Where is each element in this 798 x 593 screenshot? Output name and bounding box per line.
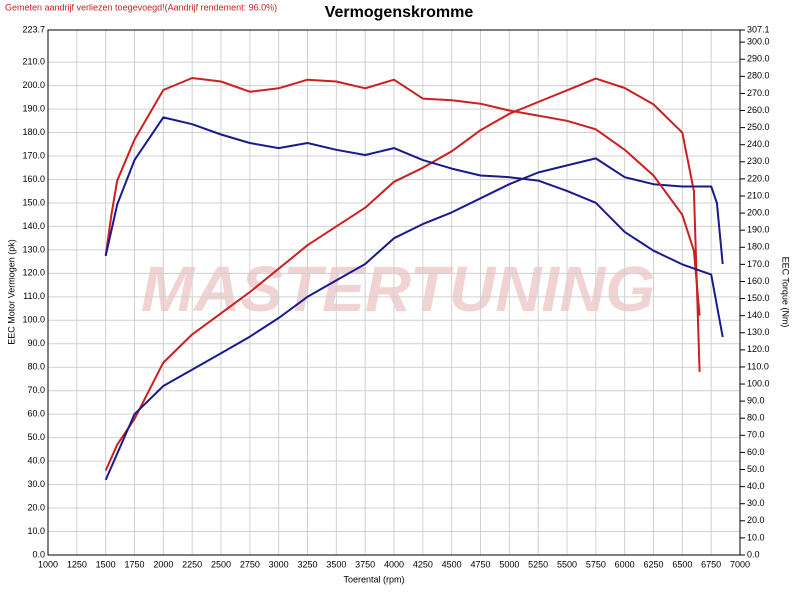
- chart-title: Vermogenskromme: [325, 4, 474, 21]
- x-tick-label: 5250: [528, 559, 548, 569]
- y-tick-label: 210.0: [22, 57, 45, 67]
- y-tick-label: 10.0: [27, 526, 45, 536]
- x-tick-label: 7000: [730, 559, 750, 569]
- x-tick-label: 5500: [557, 559, 577, 569]
- y2-tick-label: 210.0: [747, 190, 770, 200]
- data-line: [104, 77, 701, 316]
- y2-tick-label: 120.0: [747, 344, 770, 354]
- x-tick-label: 5750: [586, 559, 606, 569]
- x-tick-label: 6000: [615, 559, 635, 569]
- y2-tick-label: 170.0: [747, 259, 770, 269]
- y2-tick-label: 100.0: [747, 378, 770, 388]
- y-tick-label: 80.0: [27, 362, 45, 372]
- y2-tick-label: 110.0: [747, 361, 769, 371]
- x-tick-label: 3750: [355, 559, 375, 569]
- y-tick-label: 0.0: [32, 549, 45, 559]
- y2-tick-label: 190.0: [747, 225, 770, 235]
- y2-tick-label: 60.0: [747, 447, 765, 457]
- y-tick-label: 160.0: [22, 174, 45, 184]
- y2-tick-label: 240.0: [747, 139, 770, 149]
- data-line: [104, 116, 724, 338]
- x-tick-label: 3000: [269, 559, 289, 569]
- y-tick-label: 70.0: [27, 385, 45, 395]
- y2-tick-label: 300.0: [747, 37, 770, 47]
- y-tick-label: 100.0: [22, 315, 45, 325]
- x-tick-label: 4250: [413, 559, 433, 569]
- y2-tick-label: 40.0: [747, 481, 765, 491]
- y-tick-label: 180.0: [22, 127, 45, 137]
- y-tick-label: 200.0: [22, 80, 45, 90]
- y2-tick-label: 140.0: [747, 310, 770, 320]
- x-tick-label: 6250: [643, 559, 663, 569]
- y2-tick-label: 70.0: [747, 430, 765, 440]
- x-tick-label: 1250: [67, 559, 87, 569]
- y2-tick-label: 90.0: [747, 396, 765, 406]
- y2-axis-label: EEC Torque (Nm): [781, 257, 791, 328]
- y-tick-label: 50.0: [27, 432, 45, 442]
- y2-tick-label: 50.0: [747, 464, 765, 474]
- y-tick-label: 30.0: [27, 479, 45, 489]
- note: Gemeten aandrijf verliezen toegevoegd!(A…: [5, 2, 277, 12]
- y-tick-label: 90.0: [27, 338, 45, 348]
- y-tick-label: 110.0: [23, 291, 45, 301]
- x-tick-label: 4500: [442, 559, 462, 569]
- y2-tick-label: 150.0: [747, 293, 770, 303]
- y-tick-label: 40.0: [27, 455, 45, 465]
- watermark: MASTERTUNING: [141, 253, 655, 325]
- y-tick-label: 60.0: [27, 409, 45, 419]
- y-tick-label: 120.0: [22, 268, 45, 278]
- y-tick-label: 223.7: [22, 24, 45, 34]
- x-tick-label: 2750: [240, 559, 260, 569]
- x-tick-label: 6500: [672, 559, 692, 569]
- y-tick-label: 130.0: [22, 244, 45, 254]
- x-tick-label: 1750: [124, 559, 144, 569]
- y-tick-label: 190.0: [22, 103, 45, 113]
- x-tick-label: 1500: [96, 559, 116, 569]
- x-tick-label: 3500: [326, 559, 346, 569]
- y2-tick-label: 260.0: [747, 105, 770, 115]
- y2-tick-label: 20.0: [747, 515, 765, 525]
- y-tick-label: 150.0: [22, 197, 45, 207]
- x-axis-label: Toerental (rpm): [343, 574, 404, 584]
- y2-tick-label: 290.0: [747, 54, 770, 64]
- x-tick-label: 2250: [182, 559, 202, 569]
- plot-border: [47, 29, 741, 556]
- y2-tick-label: 280.0: [747, 71, 770, 81]
- y2-tick-label: 0.0: [747, 549, 760, 559]
- x-tick-label: 4750: [470, 559, 490, 569]
- y2-tick-label: 250.0: [747, 122, 770, 132]
- y-tick-label: 20.0: [27, 502, 45, 512]
- x-tick-label: 2000: [153, 559, 173, 569]
- x-tick-label: 1000: [38, 559, 58, 569]
- y2-tick-label: 180.0: [747, 242, 770, 252]
- y2-tick-label: 230.0: [747, 156, 770, 166]
- x-tick-label: 5000: [499, 559, 519, 569]
- y2-tick-label: 30.0: [747, 498, 765, 508]
- x-tick-label: 6750: [701, 559, 721, 569]
- x-tick-label: 2500: [211, 559, 231, 569]
- y2-tick-label: 307.1: [747, 24, 770, 34]
- y-tick-label: 140.0: [22, 221, 45, 231]
- x-tick-label: 3250: [297, 559, 317, 569]
- y2-tick-label: 160.0: [747, 276, 770, 286]
- y2-tick-label: 270.0: [747, 88, 770, 98]
- x-tick-label: 4000: [384, 559, 404, 569]
- y2-tick-label: 220.0: [747, 173, 770, 183]
- y2-tick-label: 200.0: [747, 207, 770, 217]
- y-tick-label: 170.0: [22, 150, 45, 160]
- y2-tick-label: 80.0: [747, 413, 765, 423]
- y2-tick-label: 10.0: [747, 532, 765, 542]
- data-line: [104, 77, 701, 471]
- y-axis-label: EEC Motor Vermogen (pk): [6, 239, 16, 345]
- data-line: [104, 157, 724, 481]
- y2-tick-label: 130.0: [747, 327, 770, 337]
